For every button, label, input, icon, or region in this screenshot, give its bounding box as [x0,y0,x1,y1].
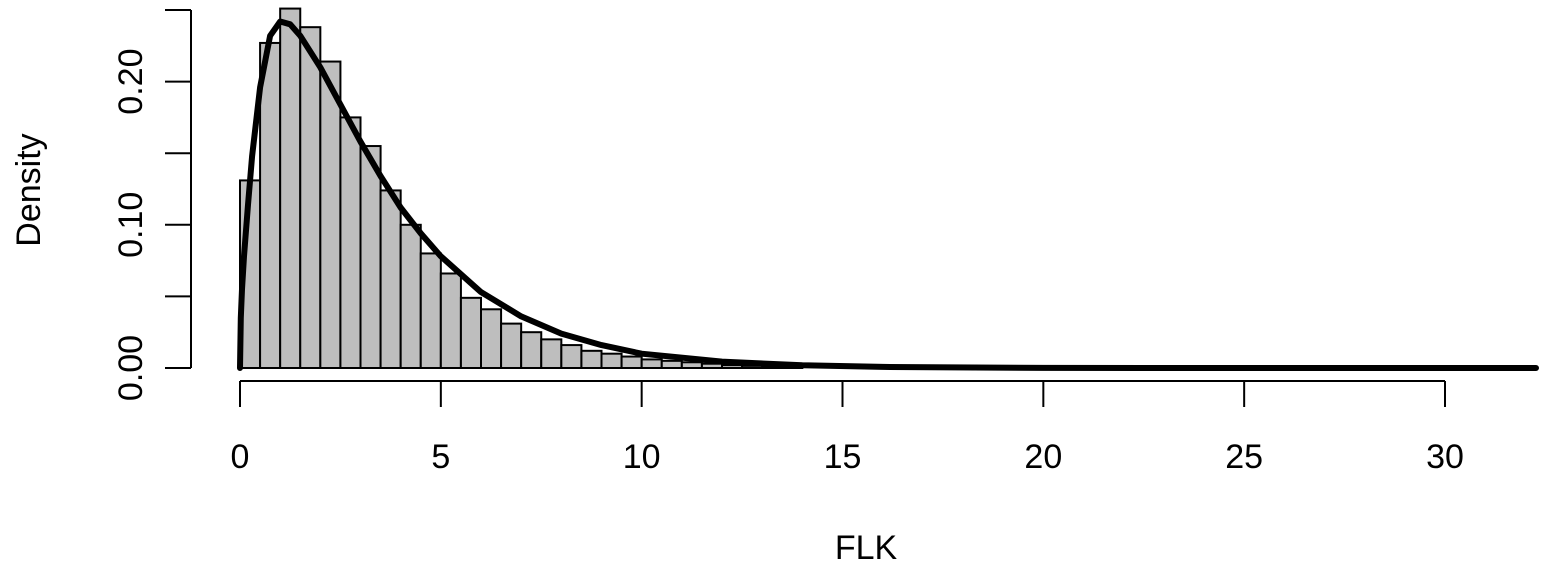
histogram-bar [480,308,503,369]
x-tick-label: 0 [231,438,250,476]
histogram-bar [620,355,643,370]
histogram-bar [580,349,603,370]
histogram-bar [640,358,663,369]
x-tick-label: 30 [1426,438,1464,476]
x-tick-label: 10 [623,438,661,476]
density-curve [237,18,1539,371]
histogram-bar [319,60,342,369]
histogram-bar [439,272,462,370]
x-axis-title: FLK [835,529,898,567]
histogram-bar [359,145,382,369]
histogram-bars [239,7,804,370]
histogram-bar [600,352,623,369]
histogram-bar [660,359,683,369]
histogram-bar [279,7,302,370]
histogram-bar [419,252,442,369]
y-tick-label: 0.00 [112,335,150,401]
histogram-bar [379,189,402,369]
x-axis: 0 5 10 15 20 25 30 [231,380,1464,476]
histogram-bar [459,296,482,369]
x-tick-label: 20 [1024,438,1062,476]
y-axis-title: Density [10,133,48,246]
x-tick-label: 25 [1225,438,1263,476]
y-tick-label: 0.20 [112,49,150,115]
histogram-bar [540,338,563,369]
histogram-bar [299,26,322,370]
histogram-bar [520,331,543,370]
y-axis: 0.00 0.10 0.20 [112,9,192,401]
histogram-bar [721,364,744,369]
y-tick-label: 0.10 [112,192,150,258]
histogram-bar [259,41,282,369]
histogram-bar [560,344,583,370]
histogram-bar [500,322,523,369]
x-tick-label: 15 [824,438,862,476]
x-tick-label: 5 [431,438,450,476]
histogram-bar [680,361,703,370]
histogram-bar [339,116,362,370]
histogram-bar [700,362,724,370]
histogram-bar [399,223,422,369]
